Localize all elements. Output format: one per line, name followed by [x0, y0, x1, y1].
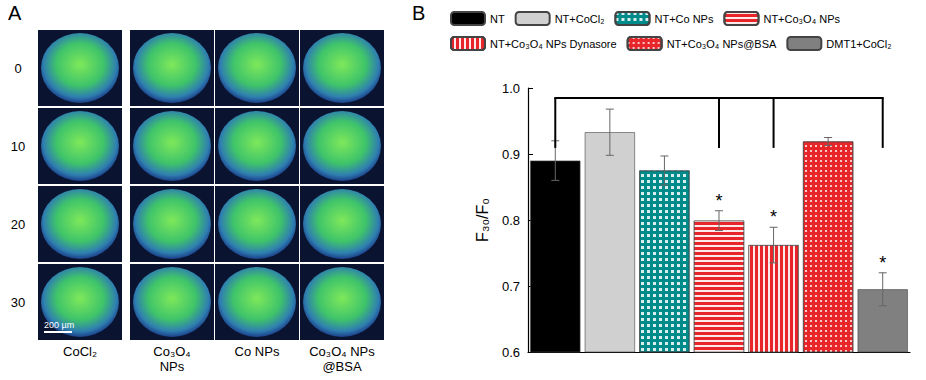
- svg-text:*: *: [879, 253, 886, 273]
- svg-text:NT: NT: [490, 13, 505, 25]
- svg-text:@BSA: @BSA: [322, 359, 362, 374]
- svg-text:DMT1+CoCl₂: DMT1+CoCl₂: [826, 38, 891, 50]
- svg-text:0.6: 0.6: [502, 345, 520, 360]
- svg-text:Co₃O₄ NPs: Co₃O₄ NPs: [309, 344, 375, 359]
- svg-text:*: *: [770, 207, 777, 227]
- svg-text:10: 10: [11, 139, 25, 154]
- svg-text:0.8: 0.8: [502, 213, 520, 228]
- svg-text:20: 20: [11, 217, 25, 232]
- svg-text:0.9: 0.9: [502, 147, 520, 162]
- svg-text:NPs: NPs: [160, 359, 185, 374]
- svg-text:NT+CoCl₂: NT+CoCl₂: [555, 13, 605, 25]
- html-text:B: B: [412, 2, 426, 24]
- svg-text:F₃₀/F₀: F₃₀/F₀: [474, 198, 491, 242]
- svg-text:0: 0: [14, 61, 21, 76]
- svg-text:NT+Co₃O₄ NPs Dynasore: NT+Co₃O₄ NPs Dynasore: [490, 38, 617, 50]
- svg-text:NT+Co₃O₄ NPs: NT+Co₃O₄ NPs: [763, 13, 840, 25]
- svg-text:NT+Co NPs: NT+Co NPs: [654, 13, 713, 25]
- svg-text:Co₃O₄: Co₃O₄: [153, 344, 190, 359]
- svg-text:Co NPs: Co NPs: [235, 344, 280, 359]
- svg-text:NT+Co₃O₄ NPs@BSA: NT+Co₃O₄ NPs@BSA: [667, 38, 777, 50]
- svg-text:0.7: 0.7: [502, 279, 520, 294]
- svg-text:CoCl₂: CoCl₂: [63, 344, 97, 359]
- svg-text:A: A: [8, 2, 22, 24]
- svg-text:1.0: 1.0: [502, 81, 520, 96]
- svg-text:*: *: [715, 191, 722, 211]
- svg-text:200 µm: 200 µm: [44, 320, 74, 330]
- svg-text:30: 30: [11, 295, 25, 310]
